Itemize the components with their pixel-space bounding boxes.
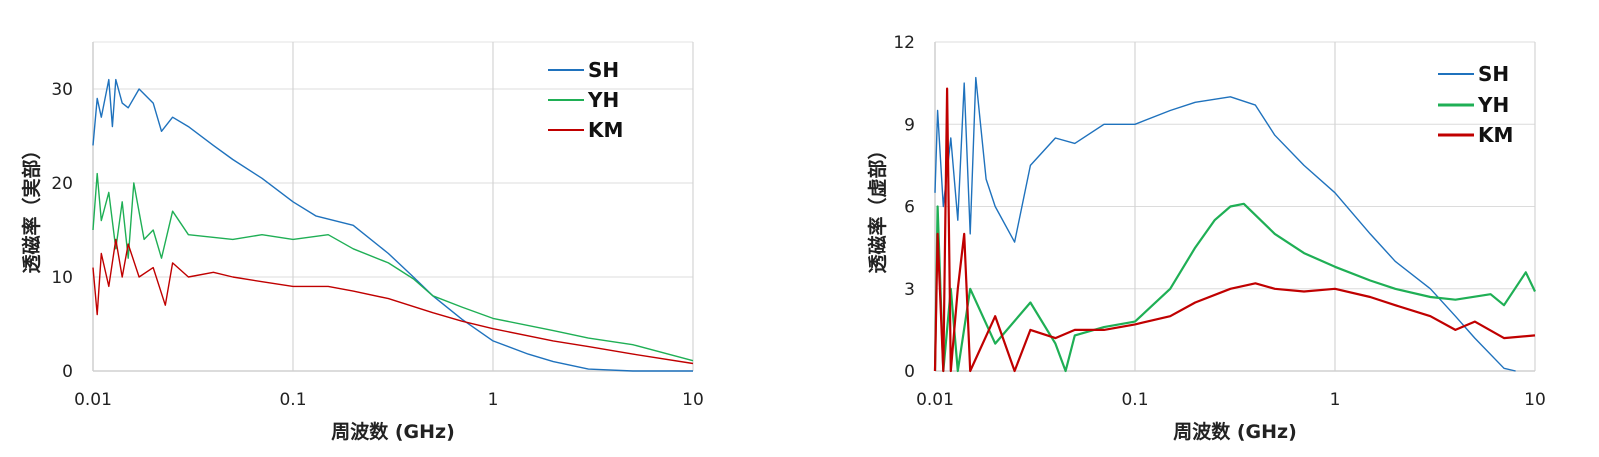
series-line-sh — [92, 78, 693, 372]
legend-label-km: KM — [1478, 123, 1513, 147]
y-tick-label: 12 — [893, 33, 915, 53]
y-tick-label: 0 — [62, 362, 73, 382]
x-axis-label: 周波数 (GHz) — [1173, 420, 1297, 443]
legend-label-km: KM — [588, 118, 623, 142]
y-tick-label: 30 — [51, 80, 73, 100]
legend-label-sh: SH — [1478, 62, 1509, 86]
x-tick-label: 10 — [1524, 390, 1546, 410]
series-line-yh — [933, 202, 1536, 373]
legend-label-yh: YH — [1477, 93, 1509, 117]
y-tick-label: 10 — [51, 268, 73, 288]
series-line-km — [92, 238, 694, 365]
x-tick-label: 1 — [1330, 390, 1341, 410]
x-axis-label: 周波数 (GHz) — [331, 420, 455, 443]
series-line-km — [933, 87, 1536, 373]
gridlines — [92, 41, 694, 372]
y-tick-label: 0 — [904, 362, 915, 382]
x-tick-label: 0.01 — [74, 390, 112, 410]
imaginary-part-chart: 周波数 (GHz) 透磁率（虚部） 0 3 6 9 12 0.01 0.1 1 10 SH YH KM — [866, 33, 1546, 443]
y-axis-label: 透磁率（虚部） — [866, 140, 889, 273]
x-tick-label: 1 — [488, 390, 499, 410]
y-tick-label: 9 — [904, 115, 915, 135]
y-tick-label: 6 — [904, 198, 915, 218]
x-tick-label: 0.01 — [916, 390, 954, 410]
real-part-chart: 周波数 (GHz) 透磁率（実部） 0 10 20 30 0.01 0.1 1 10 SH YH K… — [20, 41, 704, 443]
y-tick-label: 3 — [904, 280, 915, 300]
x-tick-label: 0.1 — [279, 390, 306, 410]
series-line-sh — [934, 76, 1516, 372]
x-tick-label: 0.1 — [1121, 390, 1148, 410]
y-tick-label: 20 — [51, 174, 73, 194]
x-tick-label: 10 — [682, 390, 704, 410]
y-axis-label: 透磁率（実部） — [20, 140, 43, 273]
legend-label-sh: SH — [588, 58, 619, 82]
legend-label-yh: YH — [587, 88, 619, 112]
series-line-yh — [92, 172, 694, 362]
